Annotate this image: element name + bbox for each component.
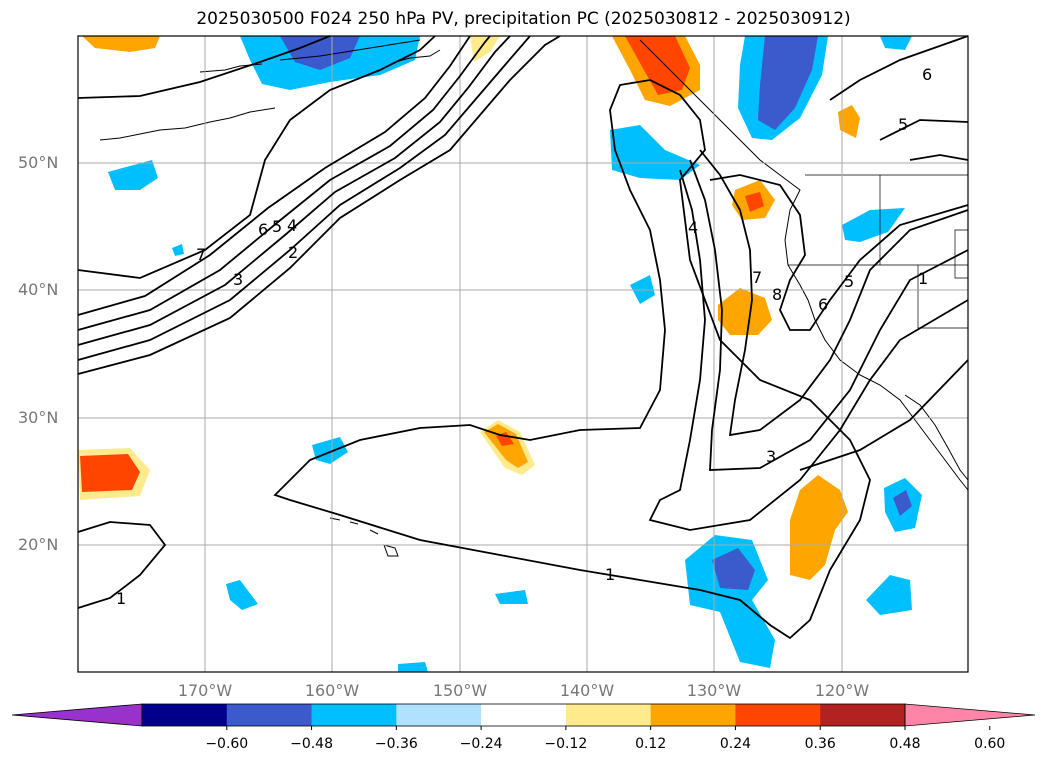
precip-negative-area [226, 580, 258, 610]
precip-positive-area [80, 454, 140, 492]
precip-negative-area [893, 490, 912, 516]
colorbar-tick-label: 0.36 [804, 736, 836, 752]
contour-labels: 7 6 5 4 3 2 1 1 3 4 7 8 6 5 1 6 5 [116, 65, 932, 608]
contour-label: 8 [772, 285, 782, 304]
baja-coast [904, 394, 969, 481]
lon-label-170w: 170°W [177, 681, 233, 700]
pv-contour-6 [77, 35, 471, 316]
precip-positive-area [484, 424, 528, 468]
contour-label: 7 [752, 268, 762, 287]
contour-label: 1 [116, 589, 126, 608]
pv-contour-east [879, 119, 969, 141]
precip-negative-area [610, 125, 700, 180]
graticule [78, 36, 968, 672]
colorbar-tick-label: −0.24 [459, 736, 503, 752]
precip-positive-area [745, 192, 764, 212]
pv-contour-2 [77, 35, 561, 375]
pv-contour-7 [77, 35, 436, 279]
lat-label-50n: 50°N [18, 153, 59, 172]
lat-label-30n: 30°N [18, 408, 59, 427]
political-borders [788, 174, 969, 329]
map-frame [77, 35, 969, 673]
precip-positive-area [718, 288, 772, 335]
lon-label-140w: 140°W [559, 681, 615, 700]
colorbar-tick-label: −0.12 [544, 736, 588, 752]
pv-contour-trough [689, 159, 969, 471]
precip-negative-area [758, 36, 818, 130]
colorbar-tick-label: −0.60 [205, 736, 249, 752]
lat-label-40n: 40°N [18, 280, 59, 299]
lon-label-130w: 130°W [686, 681, 742, 700]
precip-negative-area [495, 590, 528, 604]
precip-positive-area [470, 36, 500, 62]
contour-label: 6 [922, 65, 932, 84]
map-title: 2025030500 F024 250 hPa PV, precipitatio… [196, 9, 851, 29]
pv-contour-1 [77, 521, 167, 609]
pv-contour-4 [77, 35, 511, 346]
pv-contour-5 [77, 35, 491, 331]
colorbar-tick-label: −0.48 [290, 736, 333, 752]
contour-label: 3 [233, 270, 243, 289]
north-america-coast [639, 39, 969, 491]
pv-contour-trough [648, 169, 969, 531]
colorbar-tick-label: 0.24 [719, 736, 752, 752]
contour-label: 5 [272, 217, 282, 236]
precip-positive-area [625, 36, 690, 95]
pv-contour-east [829, 35, 969, 101]
colorbar-tick-label: 0.60 [974, 736, 1006, 752]
precip-negative-area [866, 575, 912, 615]
precip-positive-area [790, 475, 848, 580]
contour-label: 6 [258, 220, 268, 239]
alaska-coast [99, 39, 441, 141]
precip-negative-area [108, 160, 158, 190]
pv-contour-3 [77, 35, 531, 361]
pv-contours [77, 35, 969, 640]
precip-positive-area [82, 36, 160, 52]
contour-label: 5 [844, 272, 854, 291]
precip-positive-area [838, 105, 860, 138]
contour-label: 4 [287, 216, 297, 235]
contour-label: 5 [898, 115, 908, 134]
precip-negative-area [712, 548, 755, 590]
contour-label: 7 [196, 245, 206, 264]
colorbar-tick-label: 0.12 [635, 736, 667, 752]
contour-label: 6 [818, 295, 828, 314]
hawaii-islands [329, 517, 399, 557]
precip-negative-area [398, 662, 428, 672]
coastlines [99, 39, 969, 557]
lat-label-20n: 20°N [18, 535, 59, 554]
colorbar-tick-label: 0.48 [889, 736, 921, 752]
lon-label-120w: 120°W [814, 681, 870, 700]
contour-label: 4 [688, 218, 698, 237]
contour-label: 1 [918, 269, 928, 288]
pv-contour-trough [699, 149, 969, 437]
pv-contour-east [799, 359, 969, 471]
precip-negative-area [172, 244, 184, 256]
pv-contour-1-north [77, 35, 331, 99]
border-line [788, 174, 969, 329]
contour-label: 2 [288, 243, 298, 262]
precip-negative-area [842, 208, 905, 242]
precip-negative-area [280, 36, 360, 70]
precip-negative-area [312, 437, 348, 464]
contour-label: 1 [605, 565, 615, 584]
pv-contour-east [909, 154, 969, 161]
pv-contour-ridge [709, 174, 969, 331]
lon-label-150w: 150°W [432, 681, 488, 700]
lon-label-160w: 160°W [304, 681, 360, 700]
precip-negative-area [880, 36, 912, 50]
contour-label: 3 [766, 447, 776, 466]
colorbar-tick-label: −0.36 [374, 736, 418, 752]
pv-contour-1 [273, 79, 871, 640]
